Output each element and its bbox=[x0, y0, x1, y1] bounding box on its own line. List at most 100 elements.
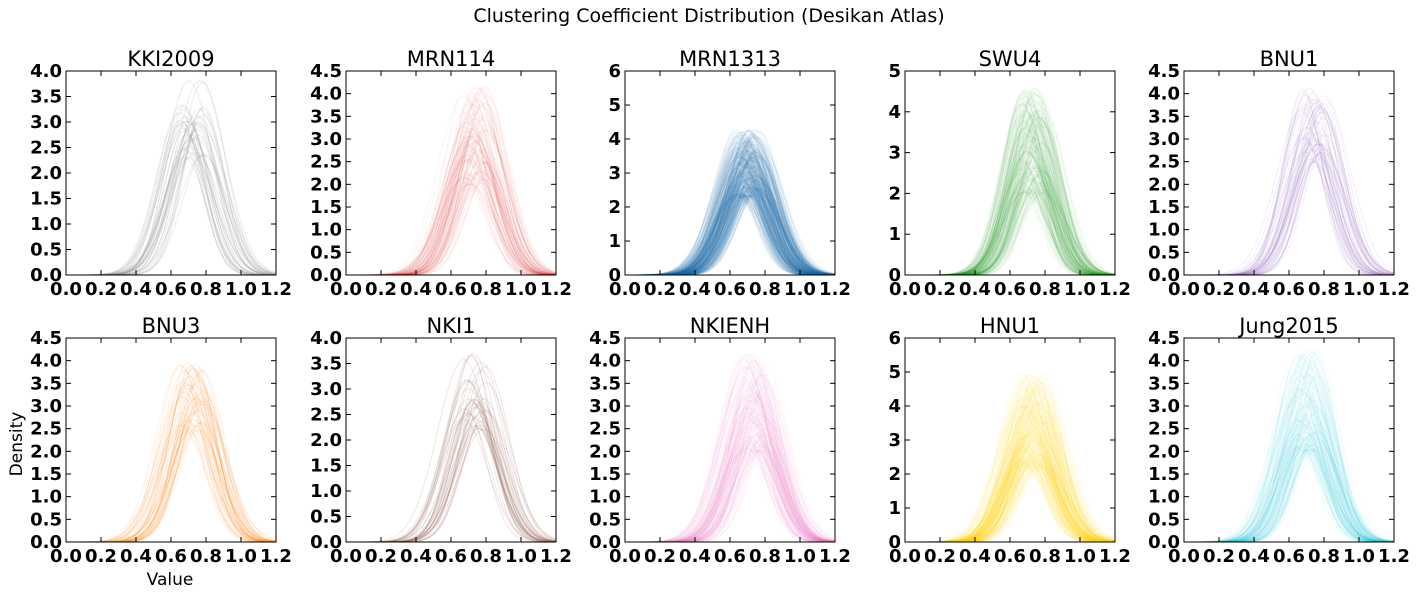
series-line bbox=[625, 360, 835, 542]
panel-title: MRN1313 bbox=[679, 47, 781, 71]
series-line bbox=[346, 148, 556, 275]
series-line bbox=[905, 402, 1115, 542]
panel-title: SWU4 bbox=[979, 47, 1042, 71]
series-line bbox=[625, 365, 835, 542]
series-line bbox=[66, 81, 276, 275]
panel-title: Jung2015 bbox=[1237, 314, 1339, 338]
series-line bbox=[625, 143, 835, 275]
series-line bbox=[66, 421, 276, 542]
y-tick-label: 1.5 bbox=[589, 464, 621, 485]
panels: 0.00.51.01.52.02.53.03.54.00.0 0.2 0.4 0.6 0… bbox=[30, 47, 1410, 567]
series-line bbox=[625, 158, 835, 275]
y-tick-label: 2.0 bbox=[310, 174, 342, 195]
series-line bbox=[905, 374, 1115, 542]
series-line bbox=[905, 412, 1115, 542]
series-line bbox=[905, 409, 1115, 542]
series-line bbox=[625, 406, 835, 542]
series-line bbox=[625, 170, 835, 275]
series-line bbox=[905, 381, 1115, 542]
series-line bbox=[905, 121, 1115, 275]
series-line bbox=[625, 440, 835, 542]
series-line bbox=[905, 383, 1115, 542]
series-line bbox=[66, 370, 276, 542]
x-tick-label: 0.8 bbox=[1029, 279, 1061, 300]
series-line bbox=[625, 393, 835, 542]
series-line bbox=[905, 406, 1115, 542]
series-line bbox=[346, 405, 556, 542]
series-line bbox=[905, 118, 1115, 275]
y-tick-label: 2.5 bbox=[1148, 152, 1180, 173]
series-line bbox=[905, 459, 1115, 542]
series-line bbox=[625, 155, 835, 275]
y-tick-label: 0 bbox=[888, 532, 901, 553]
series-line bbox=[905, 148, 1115, 275]
series-line bbox=[905, 95, 1115, 275]
series-bnu1 bbox=[1184, 87, 1394, 275]
series-line bbox=[905, 462, 1115, 542]
series-line bbox=[346, 87, 556, 275]
x-tick-label: 1.0 bbox=[1343, 546, 1375, 567]
x-tick-label: 1.0 bbox=[225, 279, 257, 300]
series-line bbox=[346, 131, 556, 275]
series-line bbox=[1184, 419, 1394, 542]
series-line bbox=[905, 189, 1115, 275]
series-line bbox=[346, 119, 556, 275]
series-line bbox=[625, 411, 835, 542]
series-line bbox=[905, 421, 1115, 542]
series-line bbox=[1184, 449, 1394, 542]
series-line bbox=[905, 422, 1115, 542]
series-line bbox=[625, 157, 835, 275]
series-line bbox=[625, 193, 835, 275]
series-line bbox=[905, 124, 1115, 275]
series-line bbox=[625, 173, 835, 275]
series-line bbox=[625, 439, 835, 542]
series-line bbox=[625, 141, 835, 275]
y-tick-label: 3.5 bbox=[310, 106, 342, 127]
series-line bbox=[905, 459, 1115, 542]
series-line bbox=[625, 150, 835, 275]
series-line bbox=[905, 188, 1115, 275]
series-line bbox=[905, 437, 1115, 542]
series-line bbox=[1184, 91, 1394, 275]
series-line bbox=[905, 192, 1115, 275]
series-line bbox=[905, 372, 1115, 542]
series-line bbox=[625, 429, 835, 542]
series-line bbox=[625, 420, 835, 542]
series-line bbox=[625, 444, 835, 542]
series-line bbox=[905, 114, 1115, 275]
series-line bbox=[346, 167, 556, 275]
series-line bbox=[625, 177, 835, 275]
series-line bbox=[625, 179, 835, 275]
series-line bbox=[905, 102, 1115, 275]
series-line bbox=[905, 129, 1115, 275]
series-line bbox=[346, 161, 556, 275]
y-tick-label: 0.5 bbox=[1148, 509, 1180, 530]
series-line bbox=[905, 466, 1115, 542]
series-line bbox=[905, 415, 1115, 542]
series-line bbox=[625, 171, 835, 275]
series-line bbox=[905, 151, 1115, 275]
series-line bbox=[1184, 137, 1394, 275]
series-line bbox=[905, 430, 1115, 542]
series-line bbox=[346, 127, 556, 275]
series-line bbox=[625, 432, 835, 542]
x-tick-label: 0.8 bbox=[470, 546, 502, 567]
series-line bbox=[1184, 160, 1394, 275]
series-line bbox=[625, 186, 835, 275]
x-tick-label: 0.6 bbox=[1273, 279, 1305, 300]
panel-title: KKI2009 bbox=[127, 47, 214, 71]
y-tick-label: 0.0 bbox=[310, 265, 342, 286]
series-line bbox=[625, 176, 835, 275]
x-tick-label: 0.8 bbox=[470, 279, 502, 300]
series-line bbox=[66, 365, 276, 542]
series-line bbox=[346, 415, 556, 542]
x-tick-label: 0.0 bbox=[609, 279, 641, 300]
series-line bbox=[1184, 410, 1394, 542]
series-line bbox=[625, 365, 835, 542]
series-line bbox=[625, 166, 835, 275]
series-line bbox=[905, 443, 1115, 542]
series-line bbox=[625, 150, 835, 275]
series-line bbox=[346, 130, 556, 275]
x-tick-label: 0.8 bbox=[749, 546, 781, 567]
series-line bbox=[625, 434, 835, 542]
